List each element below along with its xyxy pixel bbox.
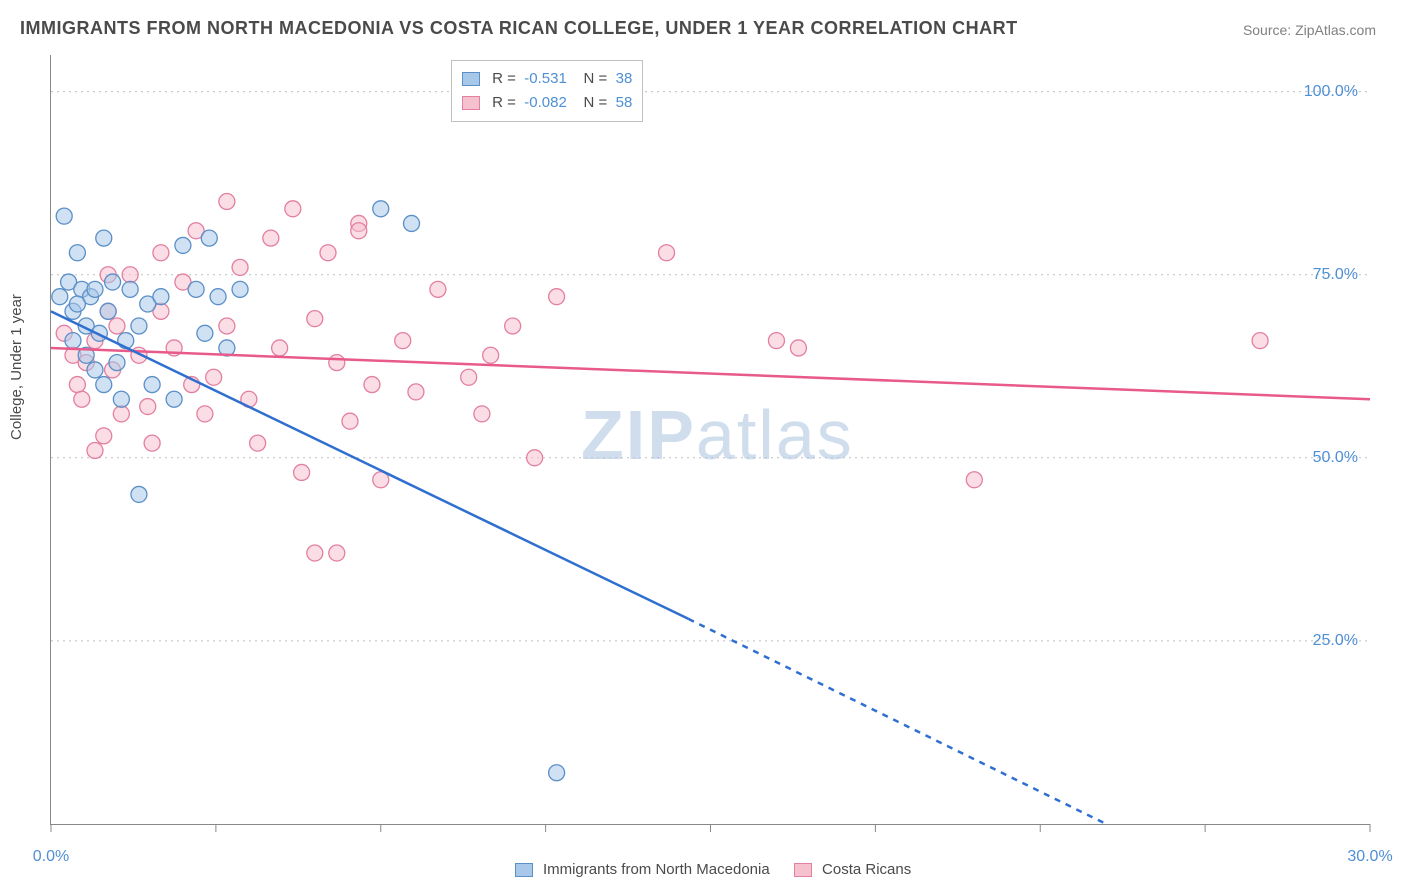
- source-attribution: Source: ZipAtlas.com: [1243, 22, 1376, 38]
- r-value-blue: -0.531: [524, 70, 567, 87]
- n-value-blue: 38: [616, 70, 633, 87]
- swatch-blue-icon: [515, 863, 533, 877]
- y-tick-label: 50.0%: [1313, 449, 1358, 467]
- y-tick-label: 75.0%: [1313, 266, 1358, 284]
- correlation-legend: R = -0.531 N = 38 R = -0.082 N = 58: [451, 60, 643, 122]
- y-axis-label: College, Under 1 year: [8, 294, 25, 440]
- y-tick-label: 25.0%: [1313, 632, 1358, 650]
- legend-label-pink: Costa Ricans: [822, 861, 911, 878]
- bottom-legend: Immigrants from North Macedonia Costa Ri…: [0, 861, 1406, 878]
- swatch-pink-icon: [794, 863, 812, 877]
- correlation-row-pink: R = -0.082 N = 58: [462, 91, 632, 115]
- correlation-row-blue: R = -0.531 N = 38: [462, 67, 632, 91]
- y-tick-label: 100.0%: [1304, 83, 1358, 101]
- r-label: R =: [492, 70, 516, 87]
- plot-area: ZIPatlas R = -0.531 N = 38 R = -0.082 N …: [50, 55, 1370, 825]
- r-label: R =: [492, 94, 516, 111]
- swatch-pink-icon: [462, 96, 480, 110]
- chart-canvas: [51, 55, 1370, 824]
- n-label: N =: [584, 70, 608, 87]
- legend-label-blue: Immigrants from North Macedonia: [543, 861, 770, 878]
- r-value-pink: -0.082: [524, 94, 567, 111]
- n-label: N =: [584, 94, 608, 111]
- n-value-pink: 58: [616, 94, 633, 111]
- swatch-blue-icon: [462, 72, 480, 86]
- chart-title: IMMIGRANTS FROM NORTH MACEDONIA VS COSTA…: [20, 18, 1018, 39]
